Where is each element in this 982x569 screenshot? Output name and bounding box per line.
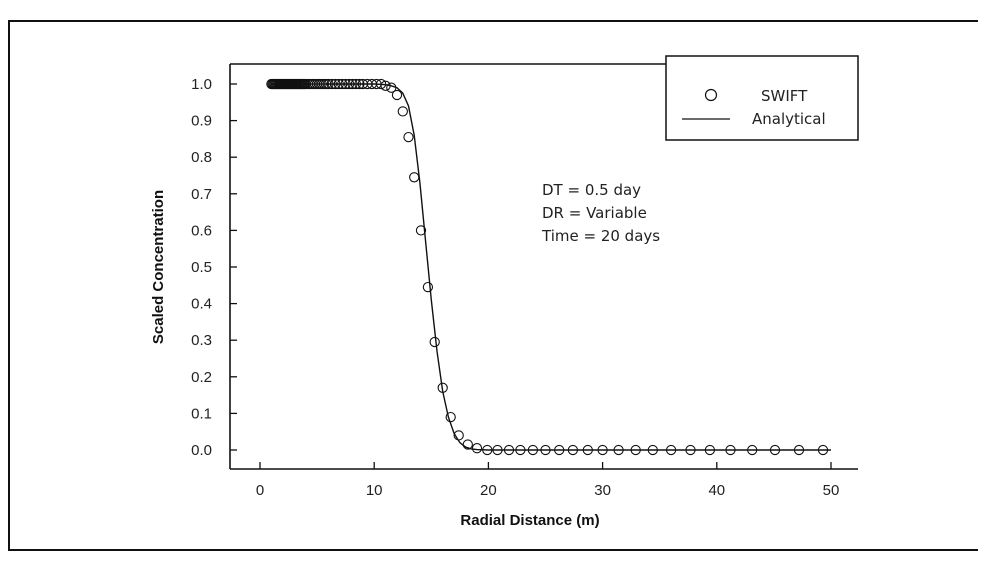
- swift-point: [817, 444, 829, 456]
- swift-point: [453, 430, 464, 441]
- swift-point: [492, 444, 503, 456]
- swift-point: [665, 444, 677, 456]
- y-tick-label: 0.3: [191, 332, 212, 349]
- x-axis-ticks: 0 10 20 30 40 50: [256, 462, 840, 499]
- swift-point: [747, 444, 758, 456]
- swift-point: [685, 444, 696, 456]
- x-tick-label: 40: [708, 482, 725, 499]
- swift-point: [333, 78, 344, 90]
- swift-point: [515, 444, 526, 456]
- y-tick-label: 0.0: [191, 442, 212, 459]
- swift-point: [554, 444, 565, 456]
- y-axis-title: Scaled Concentration: [150, 190, 167, 344]
- swift-point: [386, 82, 397, 93]
- x-tick-label: 50: [823, 482, 840, 499]
- swift-point: [503, 444, 515, 456]
- swift-point: [337, 78, 348, 90]
- legend-swift-label: SWIFT: [761, 87, 808, 105]
- y-tick-label: 0.5: [191, 259, 212, 276]
- swift-point: [471, 443, 483, 454]
- annotation-dr: DR = Variable: [542, 204, 647, 222]
- swift-point: [403, 131, 414, 143]
- legend-swift-marker-icon: [704, 88, 718, 102]
- swift-point: [340, 78, 351, 90]
- y-tick-label: 0.7: [191, 186, 212, 203]
- y-tick-label: 0.8: [191, 149, 212, 166]
- figure-frame: [8, 20, 978, 551]
- swift-point: [704, 444, 716, 456]
- swift-point: [527, 444, 539, 456]
- swift-point: [375, 78, 387, 90]
- y-tick-label: 1.0: [191, 76, 212, 93]
- swift-point: [343, 78, 355, 90]
- legend-box: [665, 55, 859, 141]
- x-axis-title: Radial Distance (m): [460, 512, 599, 529]
- y-tick-label: 0.6: [191, 222, 212, 239]
- swift-point: [582, 444, 593, 456]
- swift-series: [266, 78, 829, 456]
- x-tick-label: 0: [256, 482, 264, 499]
- swift-point: [540, 444, 551, 456]
- swift-point: [725, 444, 736, 456]
- swift-point: [391, 89, 403, 101]
- swift-point: [323, 78, 334, 90]
- y-tick-label: 0.1: [191, 405, 212, 422]
- swift-point: [380, 80, 391, 91]
- analytical-series: [271, 83, 831, 451]
- swift-point: [422, 281, 434, 293]
- swift-point: [597, 444, 608, 456]
- annotation-time: Time = 20 days: [541, 227, 660, 245]
- y-tick-label: 0.9: [191, 113, 212, 130]
- x-tick-label: 30: [594, 482, 611, 499]
- swift-point: [630, 444, 641, 456]
- analytical-line: [271, 83, 831, 451]
- swift-point: [462, 439, 473, 450]
- swift-point: [397, 106, 408, 117]
- swift-point: [429, 336, 440, 348]
- y-tick-label: 0.2: [191, 369, 212, 386]
- swift-point: [415, 225, 427, 236]
- swift-point: [409, 172, 420, 183]
- y-axis-ticks: 0.0 0.1 0.2 0.3 0.4 0.5 0.6 0.7 0.8 0.9 1.0: [191, 76, 237, 459]
- swift-point: [482, 444, 493, 456]
- swift-point: [350, 78, 362, 90]
- legend-analytical-label: Analytical: [752, 110, 826, 128]
- swift-point: [567, 444, 579, 456]
- swift-point: [330, 78, 341, 90]
- x-tick-label: 10: [366, 482, 383, 499]
- y-tick-label: 0.4: [191, 296, 212, 313]
- swift-point: [769, 444, 781, 456]
- swift-point: [647, 444, 658, 456]
- legend: SWIFT Analytical: [665, 55, 859, 141]
- swift-point: [326, 78, 338, 90]
- swift-point: [437, 382, 448, 393]
- x-tick-label: 20: [480, 482, 497, 499]
- swift-point: [793, 444, 805, 456]
- swift-point: [445, 411, 456, 423]
- swift-point: [347, 78, 358, 90]
- annotation-dt: DT = 0.5 day: [542, 181, 641, 199]
- swift-point: [613, 444, 624, 456]
- swift-point: [354, 78, 365, 90]
